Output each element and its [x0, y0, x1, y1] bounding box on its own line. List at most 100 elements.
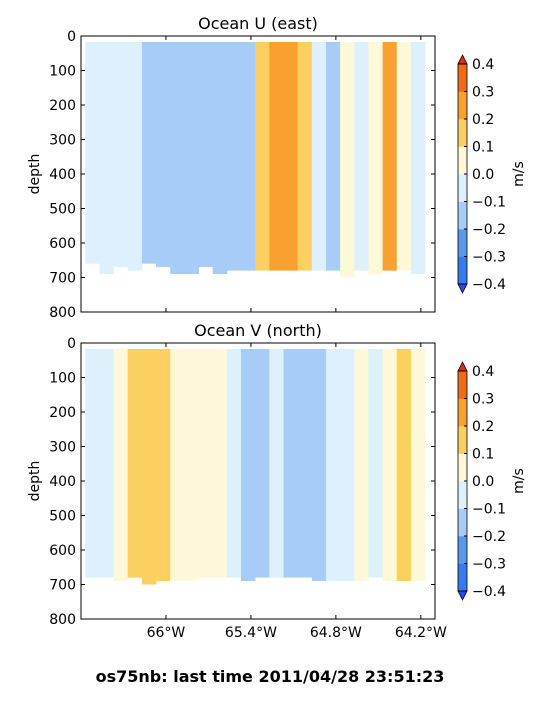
- data-column-23: [396, 349, 412, 582]
- colorbar-band: [458, 536, 467, 564]
- colorbar-tick-label: 0.4: [472, 57, 494, 73]
- y-tick-label: 0: [67, 29, 76, 45]
- y-axis-label: depth: [27, 154, 43, 195]
- colorbar-band: [458, 201, 467, 230]
- colorbar-tick-label: −0.4: [472, 584, 506, 600]
- data-column-17: [311, 42, 327, 271]
- data-column-9: [198, 42, 214, 268]
- x-tick-label: 65.4°W: [225, 625, 277, 641]
- data-column-21: [368, 349, 384, 578]
- data-column-11: [226, 42, 242, 271]
- data-column-22: [382, 349, 398, 582]
- data-column-24: [410, 42, 426, 275]
- data-column-6: [156, 349, 171, 582]
- data-column-17: [311, 349, 327, 582]
- y-tick-label: 200: [49, 405, 76, 421]
- data-column-5: [141, 349, 157, 585]
- data-column-11: [226, 349, 242, 578]
- colorbar-tick-label: 0.3: [472, 392, 494, 408]
- data-column-14: [269, 42, 284, 271]
- data-column-2: [99, 42, 114, 275]
- data-column-5: [141, 42, 157, 264]
- data-column-2: [99, 349, 114, 578]
- x-tick-label: 66°W: [147, 625, 186, 641]
- y-tick-label: 100: [49, 64, 76, 80]
- colorbar-extend-min: [457, 283, 468, 294]
- colorbar-tick-label: −0.2: [472, 529, 506, 545]
- data-column-10: [212, 349, 228, 578]
- data-column-20: [354, 349, 369, 582]
- chart-title: Ocean V (north): [194, 321, 322, 340]
- colorbar: 0.4 0.3 0.2 0.1 0.0 −0.1 −0.2 −0.3 −0.4 m/s: [457, 54, 527, 294]
- colorbar-band: [458, 371, 467, 399]
- colorbar-tick-label: −0.1: [472, 195, 506, 211]
- y-tick-label: 300: [49, 440, 76, 456]
- data-column-19: [340, 349, 355, 582]
- data-column-4: [127, 349, 143, 578]
- x-tick-label: 64.8°W: [310, 625, 362, 641]
- y-tick-label: 400: [49, 474, 76, 490]
- chart-panel-2: Ocean V (north) 0 100 200 300 400 500 600 700 800…: [27, 321, 527, 641]
- colorbar-label: m/s: [511, 161, 527, 187]
- y-tick-label: 800: [49, 305, 76, 321]
- data-column-3: [113, 349, 129, 582]
- data-column-7: [170, 42, 185, 275]
- footer-timestamp: os75nb: last time 2011/04/28 23:51:23: [95, 667, 445, 686]
- data-column-16: [297, 349, 313, 578]
- colorbar-band: [458, 174, 467, 202]
- data-column-24: [410, 349, 426, 582]
- data-column-18: [325, 349, 341, 582]
- colorbar-extend-min: [457, 590, 468, 601]
- data-column-13: [255, 349, 270, 578]
- colorbar-tick-label: 0.0: [472, 474, 494, 490]
- colorbar-tick-label: 0.4: [472, 364, 494, 380]
- colorbar-tick-label: −0.3: [472, 250, 506, 266]
- data-column-22: [382, 42, 398, 271]
- colorbar-band: [458, 453, 467, 482]
- data-column-12: [241, 42, 256, 271]
- colorbar-label: m/s: [511, 468, 527, 494]
- colorbar-tick-label: −0.1: [472, 502, 506, 518]
- y-tick-label: 800: [49, 612, 76, 628]
- colorbar-tick-label: −0.2: [472, 222, 506, 238]
- data-column-7: [170, 349, 185, 582]
- colorbar-tick-label: 0.3: [472, 85, 494, 101]
- colorbar-band: [458, 398, 467, 427]
- y-tick-label: 0: [67, 336, 76, 352]
- data-column-21: [368, 42, 384, 275]
- data-column-18: [325, 42, 341, 271]
- data-column-8: [184, 349, 199, 582]
- colorbar-band: [458, 146, 467, 175]
- colorbar-tick-label: −0.4: [472, 277, 506, 293]
- y-tick-label: 600: [49, 236, 76, 252]
- data-column-10: [212, 42, 228, 275]
- chart-title: Ocean U (east): [198, 14, 318, 33]
- colorbar-band: [458, 64, 467, 92]
- y-tick-label: 200: [49, 98, 76, 114]
- data-column-4: [127, 42, 143, 271]
- data-column-8: [184, 42, 199, 275]
- data-column-19: [340, 42, 355, 278]
- data-column-6: [156, 42, 171, 268]
- y-tick-label: 500: [49, 509, 76, 525]
- y-tick-label: 700: [49, 271, 76, 287]
- data-column-16: [297, 42, 313, 271]
- data-column-15: [283, 349, 299, 578]
- data-column-3: [113, 42, 129, 268]
- data-column-12: [241, 349, 256, 582]
- y-tick-label: 100: [49, 371, 76, 387]
- data-column-1: [85, 349, 100, 578]
- colorbar-tick-label: 0.0: [472, 167, 494, 183]
- colorbar-tick-label: 0.1: [472, 140, 494, 156]
- colorbar-band: [458, 229, 467, 257]
- colorbar-band: [458, 91, 467, 120]
- data-column-15: [283, 42, 299, 271]
- colorbar-tick-label: −0.3: [472, 557, 506, 573]
- y-tick-label: 300: [49, 133, 76, 149]
- data-column-20: [354, 42, 369, 271]
- colorbar-extend-max: [457, 54, 468, 65]
- data-column-1: [85, 42, 100, 264]
- colorbar-tick-label: 0.1: [472, 447, 494, 463]
- y-tick-label: 600: [49, 543, 76, 559]
- y-axis-label: depth: [27, 461, 43, 502]
